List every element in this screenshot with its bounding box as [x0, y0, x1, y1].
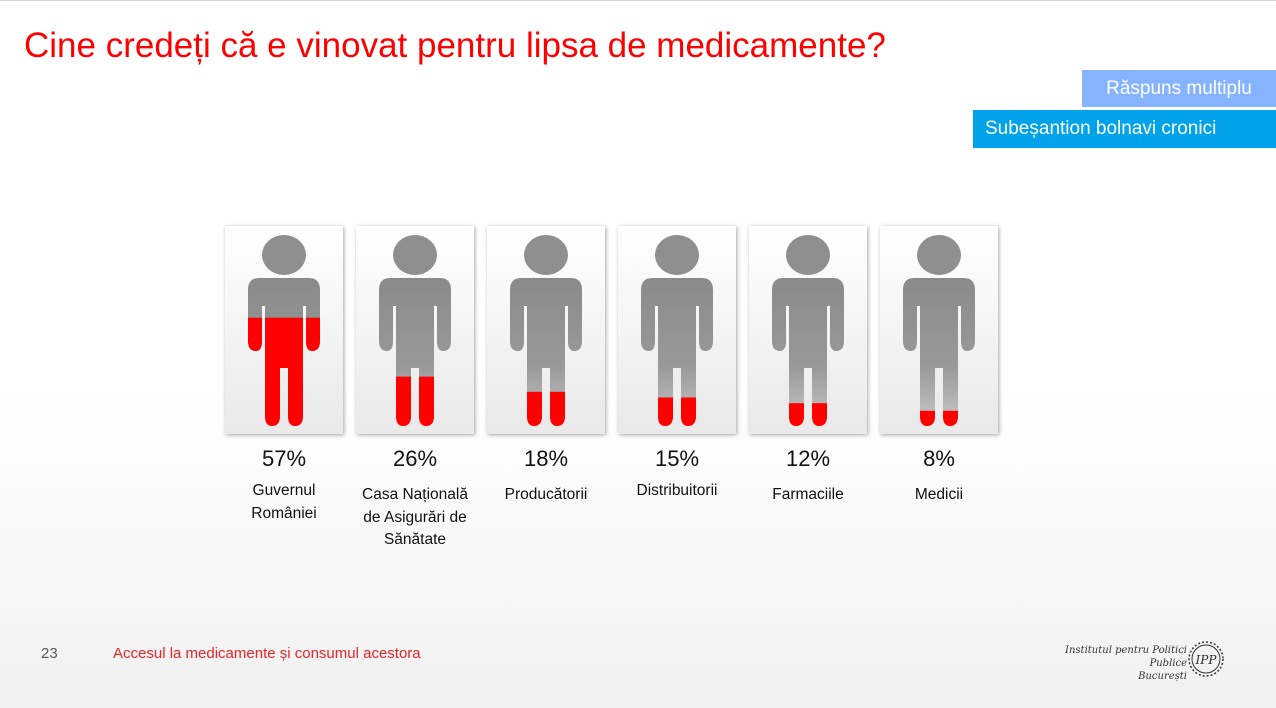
value-fill-bar [510, 391, 582, 426]
value-label: 26% [392, 446, 438, 471]
ipp-logo: IPP [1188, 641, 1224, 677]
person-body [379, 278, 451, 426]
multiple-answer-badge: Răspuns multiplu [1082, 70, 1276, 107]
person-body [903, 278, 975, 426]
organization-name-line1: Institutul pentru Politici Publice [1065, 645, 1187, 669]
person-card [487, 226, 605, 434]
category-label: Guvernul României [251, 482, 317, 522]
value-fill-bar [772, 403, 844, 426]
category-label: Farmaciile [772, 486, 844, 503]
page-number: 23 [41, 645, 58, 662]
value-label: 18% [523, 446, 569, 471]
footer-text: Accesul la medicamente și consumul acest… [113, 645, 421, 662]
person-icon [772, 235, 844, 426]
person-body [510, 278, 582, 426]
person-card [356, 226, 474, 434]
organization-name-line2: București [1138, 671, 1187, 682]
person-body [772, 278, 844, 426]
person-head [917, 235, 961, 275]
value-fill-bar [379, 376, 451, 426]
person-icon [510, 235, 582, 426]
person-icon [379, 235, 451, 426]
person-card [225, 226, 343, 434]
value-fill-bar [248, 317, 320, 426]
category-label: Producătorii [504, 486, 588, 503]
person-card [618, 226, 736, 434]
person-icon [248, 235, 320, 426]
logo-text: IPP [1195, 653, 1218, 667]
organization-name: Institutul pentru Politici Publice Bucur… [1045, 644, 1187, 683]
value-label: 15% [654, 446, 700, 471]
person-icon [641, 235, 713, 426]
person-head [393, 235, 437, 275]
person-head [262, 235, 306, 275]
person-body [641, 278, 713, 426]
value-fill-bar [903, 410, 975, 426]
category-label: Casa Națională de Asigurări de Sănătate [362, 486, 468, 548]
category-label: Medicii [914, 486, 964, 503]
person-head [786, 235, 830, 275]
top-divider [0, 0, 1276, 1]
person-icon [903, 235, 975, 426]
value-label: 57% [261, 446, 307, 471]
subsample-badge: Subeșantion bolnavi cronici [973, 110, 1276, 148]
value-label: 8% [923, 446, 955, 471]
person-card [880, 226, 998, 434]
person-head [524, 235, 568, 275]
person-head [655, 235, 699, 275]
person-card [749, 226, 867, 434]
value-label: 12% [785, 446, 831, 471]
page-title: Cine credeți că e vinovat pentru lipsa d… [24, 26, 886, 65]
category-label: Distribuitorii [636, 482, 718, 499]
value-fill-bar [641, 397, 713, 426]
